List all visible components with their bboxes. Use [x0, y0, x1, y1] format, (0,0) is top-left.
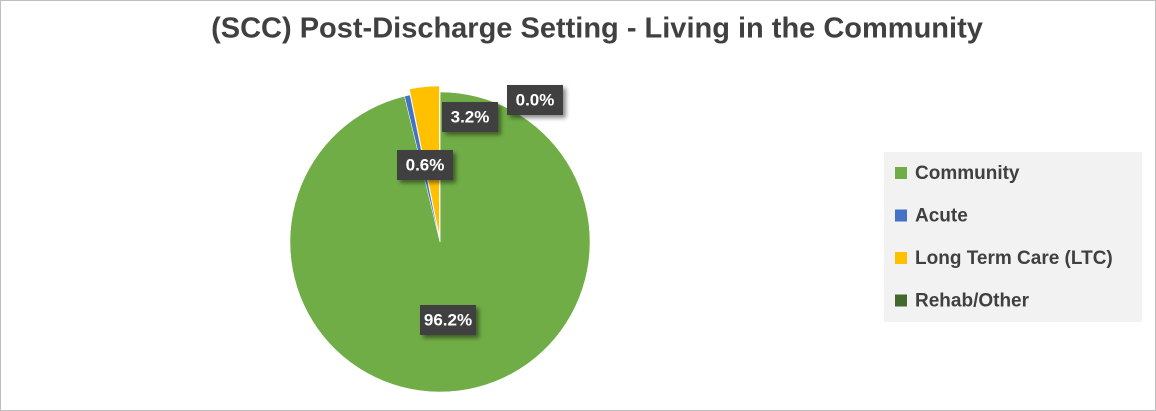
data-label: 0.6% [406, 155, 445, 174]
legend-swatch [895, 294, 907, 307]
data-label-box [507, 85, 563, 115]
legend-swatch [895, 209, 907, 222]
legend-label: Long Term Care (LTC) [915, 248, 1113, 269]
chart-title: (SCC) Post-Discharge Setting - Living in… [211, 13, 983, 45]
data-label: 3.2% [451, 107, 490, 126]
legend-box [884, 152, 1142, 322]
legend-swatch [895, 252, 907, 264]
data-label-box [397, 150, 453, 180]
data-label-box [442, 102, 498, 132]
data-label: 96.2% [424, 310, 472, 329]
legend-swatch [895, 167, 907, 179]
legend-label: Acute [915, 206, 968, 227]
data-label-box [420, 305, 476, 335]
legend-label: Rehab/Other [915, 291, 1030, 312]
data-label: 0.0% [516, 90, 555, 109]
legend-label: Community [915, 163, 1020, 184]
